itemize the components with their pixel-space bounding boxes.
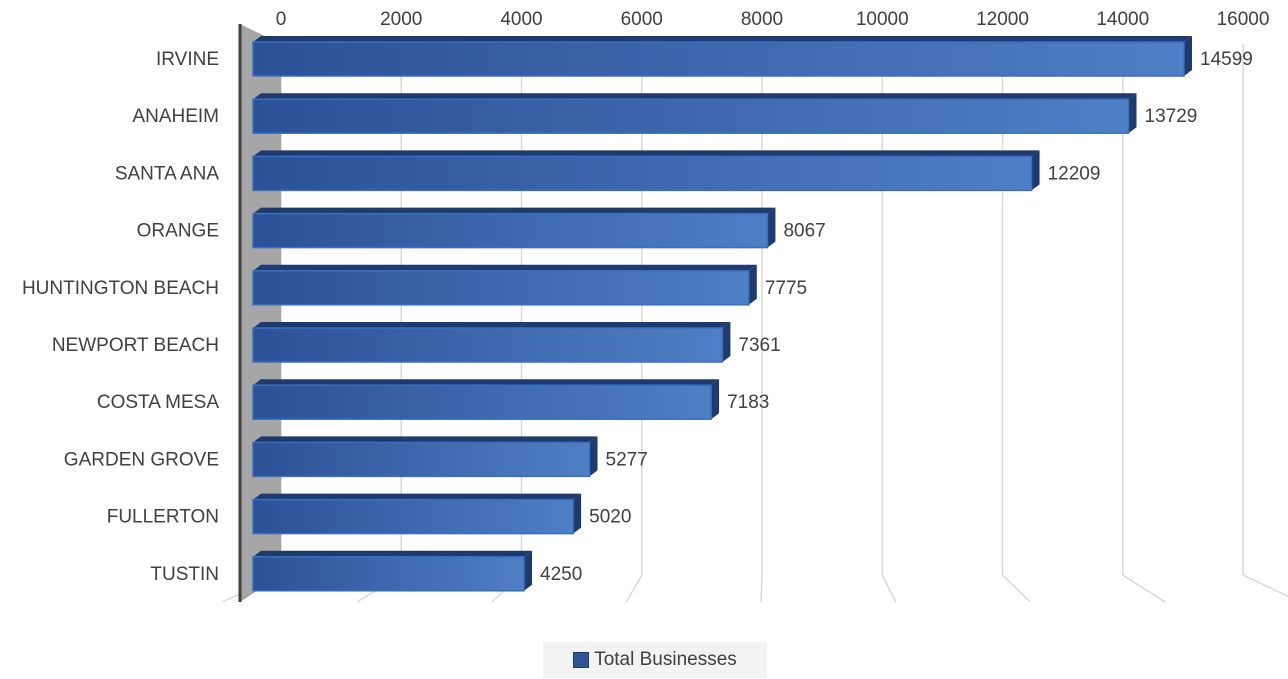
bar [252, 93, 1137, 134]
data-label: 7361 [738, 335, 780, 356]
bar [252, 36, 1192, 77]
x-tick-label: 6000 [621, 9, 663, 30]
data-label: 12209 [1048, 163, 1101, 184]
x-tick-label: 14000 [1096, 9, 1149, 30]
bar [252, 322, 731, 363]
category-label: HUNTINGTON BEACH [22, 278, 219, 299]
x-tick-label: 10000 [856, 9, 909, 30]
floor-gridline [625, 574, 643, 603]
x-tick-label: 16000 [1217, 9, 1270, 30]
floor-gridline [1122, 574, 1166, 603]
data-label: 13729 [1145, 106, 1198, 127]
x-tick-label: 8000 [741, 9, 783, 30]
data-label: 7183 [727, 392, 769, 413]
bar [252, 436, 598, 478]
x-tick-label: 2000 [380, 9, 422, 30]
data-label: 5277 [606, 449, 648, 470]
floor-gridline [1242, 574, 1288, 598]
x-tick-label: 4000 [500, 9, 542, 30]
x-tick-label: 12000 [976, 9, 1029, 30]
floor-gridline [881, 574, 897, 603]
category-label: NEWPORT BEACH [52, 335, 219, 356]
bar [252, 264, 757, 306]
category-label: ANAHEIM [132, 106, 219, 127]
category-label: COSTA MESA [97, 392, 219, 413]
category-label: ORANGE [137, 221, 219, 242]
x-tick-label: 0 [276, 9, 287, 30]
x-axis-ticks: 0 2000 4000 6000 8000 10000 12000 14000 16000 [276, 9, 1270, 30]
bar [252, 379, 720, 420]
floor-gridline [760, 574, 763, 603]
data-label: 8067 [783, 221, 825, 242]
bar [252, 207, 776, 249]
category-label: TUSTIN [150, 564, 219, 585]
legend: Total Businesses [543, 642, 767, 678]
data-labels: 14599 13729 12209 8067 7775 7361 7183 5277 5020 4… [540, 49, 1253, 585]
category-label: FULLERTON [107, 507, 219, 528]
data-label: 5020 [589, 507, 631, 528]
category-label: SANTA ANA [115, 163, 220, 184]
bar [252, 493, 582, 535]
bars [252, 36, 1192, 592]
y-axis-categories: IRVINE ANAHEIM SANTA ANA ORANGE HUNTINGTON B… [22, 49, 219, 585]
legend-label: Total Businesses [594, 649, 737, 670]
data-label: 4250 [540, 564, 582, 585]
category-label: GARDEN GROVE [64, 449, 219, 470]
category-label: IRVINE [156, 49, 219, 70]
data-label: 14599 [1200, 49, 1253, 70]
data-label: 7775 [765, 278, 807, 299]
floor-gridline [1001, 574, 1031, 603]
legend-swatch [573, 652, 590, 668]
bar [252, 150, 1040, 192]
bar [252, 550, 533, 592]
